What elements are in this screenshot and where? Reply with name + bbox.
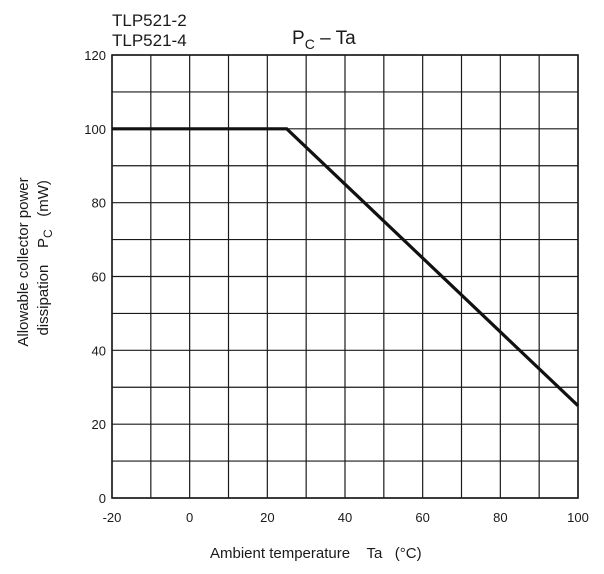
series-layer [112, 127, 580, 407]
y-tick-label: 120 [84, 48, 106, 63]
title-rest: – Ta [315, 28, 356, 49]
x-tick-label: 20 [260, 510, 274, 525]
axis-layer: 0 20 40 60 80 100 120 -20 0 20 40 60 80 100 [84, 48, 589, 525]
x-tick-label: 0 [186, 510, 193, 525]
plot-frame [111, 54, 579, 499]
y-axis-label-part-b: (mW) [35, 180, 52, 229]
y-axis-label-subscript: C [41, 229, 55, 238]
x-tick-label: -20 [103, 510, 122, 525]
series-line-pc-derating [112, 127, 580, 407]
x-tick-label: 100 [567, 510, 589, 525]
y-tick-label: 80 [92, 196, 106, 211]
y-axis-label-line2: dissipation PC (mW) [35, 151, 55, 373]
part-number-1: TLP521-2 [112, 11, 187, 30]
y-axis-label-part-a: dissipation P [35, 238, 52, 336]
part-number-2: TLP521-4 [112, 31, 187, 50]
chart-title: PC – Ta [292, 28, 356, 52]
x-tick-label: 60 [415, 510, 429, 525]
title-subscript: C [305, 36, 315, 52]
y-tick-label: 40 [92, 343, 106, 358]
x-tick-label: 40 [338, 510, 352, 525]
y-tick-label: 60 [92, 270, 106, 285]
y-tick-label: 100 [84, 122, 106, 137]
x-axis-label: Ambient temperature Ta (°C) [210, 545, 422, 562]
title-main: P [292, 28, 305, 49]
grid-lines [111, 54, 579, 499]
x-tick-label: 80 [493, 510, 507, 525]
y-tick-label: 20 [92, 417, 106, 432]
y-tick-label: 0 [99, 491, 106, 506]
y-axis-label-line1: Allowable collector power [15, 177, 32, 346]
